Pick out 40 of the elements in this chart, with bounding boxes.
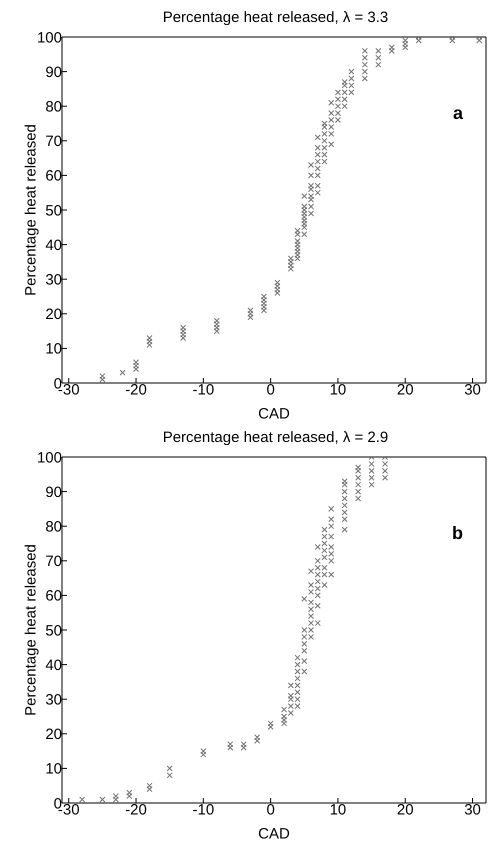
annotation: b xyxy=(452,523,463,544)
y-tick-label: 80 xyxy=(45,98,62,116)
y-tick-label: 30 xyxy=(45,272,62,289)
x-tick-label: 0 xyxy=(266,802,275,819)
x-tick-label: 10 xyxy=(330,802,346,819)
chart-title: Percentage heat released, λ = 2.9 xyxy=(162,428,390,448)
x-tick-label: 10 xyxy=(330,382,346,399)
y-tick-label: 80 xyxy=(45,518,62,536)
y-tick-label: 30 xyxy=(45,692,62,709)
y-tick-label: 100 xyxy=(36,29,62,46)
y-tick-label: 10 xyxy=(45,760,62,778)
x-tick-label: 20 xyxy=(396,802,414,819)
y-tick-label: 10 xyxy=(45,340,62,358)
x-axis-title: CAD xyxy=(258,406,290,423)
y-tick-label: 50 xyxy=(45,202,62,220)
y-tick-label: 40 xyxy=(45,236,62,254)
y-tick-label: 50 xyxy=(45,622,62,640)
y-axis-title: Percentage heat released xyxy=(22,544,40,716)
y-tick-label: 40 xyxy=(45,656,62,674)
x-tick-label: 30 xyxy=(464,382,481,399)
chart-title: Percentage heat released, λ = 3.3 xyxy=(162,8,390,28)
x-tick-label: -20 xyxy=(125,802,147,819)
x-tick-label: 0 xyxy=(266,382,275,399)
y-tick-label: 90 xyxy=(45,64,62,81)
x-axis-title: CAD xyxy=(258,826,290,843)
annotation: a xyxy=(452,103,463,124)
y-axis-title: Percentage heat released xyxy=(22,124,40,296)
x-tick-label: 20 xyxy=(396,382,414,399)
x-tick-label: 30 xyxy=(464,802,481,819)
y-tick-label: 20 xyxy=(45,306,62,324)
x-tick-label: -10 xyxy=(192,802,214,819)
x-tick-label: -20 xyxy=(125,382,147,399)
y-tick-label: 70 xyxy=(45,553,62,570)
x-tick-label: -10 xyxy=(192,382,214,399)
y-tick-label: 60 xyxy=(45,168,62,185)
y-tick-label: 20 xyxy=(45,726,62,744)
y-tick-label: 90 xyxy=(45,484,62,501)
y-tick-label: 60 xyxy=(45,588,62,605)
y-tick-label: 100 xyxy=(36,449,62,466)
y-tick-label: 70 xyxy=(45,133,62,150)
